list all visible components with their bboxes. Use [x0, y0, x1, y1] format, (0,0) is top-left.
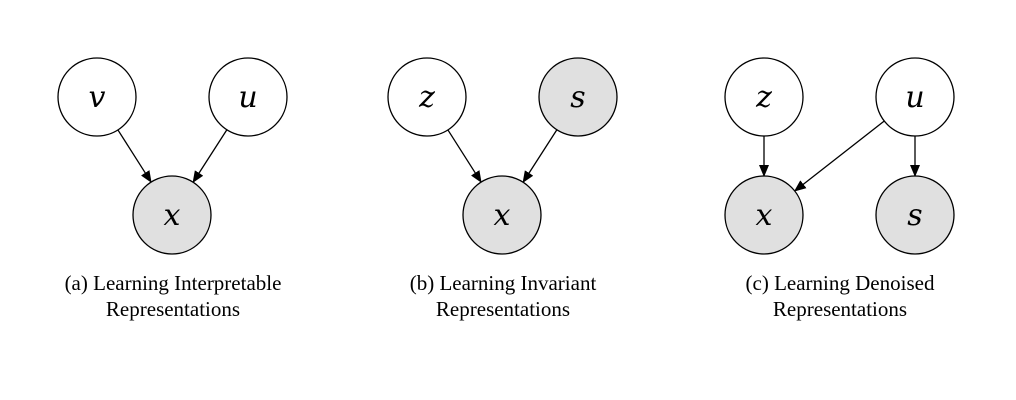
node-label-c-x: x [756, 198, 773, 233]
node-circle-a-u [208, 57, 288, 137]
node-b-x: x [462, 175, 542, 255]
node-label-a-x: x [164, 198, 181, 233]
node-a-v: v [57, 57, 137, 137]
node-b-z: z [387, 57, 467, 137]
node-label-b-s: s [570, 80, 585, 115]
node-circle-c-z [724, 57, 804, 137]
node-c-z: z [724, 57, 804, 137]
caption-panel-c: (c) Learning Denoised Representations [680, 270, 1000, 322]
caption-b-line1: (b) Learning Invariant [409, 271, 597, 295]
edge-b-s-to-b-x [522, 129, 558, 184]
edge-c-u-to-c-x [793, 120, 885, 192]
caption-a-line2: Representations [105, 297, 241, 321]
node-label-a-v: v [89, 80, 106, 115]
node-circle-a-x [132, 175, 212, 255]
node-circle-c-x [724, 175, 804, 255]
node-circle-c-s [875, 175, 955, 255]
node-circle-c-u [875, 57, 955, 137]
edge-b-z-to-b-x [447, 129, 482, 183]
node-c-x: x [724, 175, 804, 255]
node-circle-b-z [387, 57, 467, 137]
caption-panel-b: (b) Learning Invariant Representations [343, 270, 663, 322]
node-circle-b-s [538, 57, 618, 137]
node-label-c-z: z [755, 80, 772, 115]
node-label-a-u: u [238, 80, 257, 115]
caption-c-line2: Representations [772, 297, 908, 321]
caption-a-line1: (a) Learning Interpretable [64, 271, 282, 295]
node-a-x: x [132, 175, 212, 255]
node-circle-a-v [57, 57, 137, 137]
caption-c-line1: (c) Learning Denoised [745, 271, 935, 295]
node-label-b-x: x [494, 198, 511, 233]
node-c-s: s [875, 175, 955, 255]
node-a-u: u [208, 57, 288, 137]
edge-a-v-to-a-x [117, 129, 152, 183]
caption-panel-a: (a) Learning Interpretable Representatio… [13, 270, 333, 322]
node-label-c-s: s [907, 198, 922, 233]
node-label-c-u: u [905, 80, 924, 115]
node-label-b-z: z [418, 80, 435, 115]
caption-b-line2: Representations [435, 297, 571, 321]
node-circle-b-x [462, 175, 542, 255]
node-b-s: s [538, 57, 618, 137]
node-c-u: u [875, 57, 955, 137]
edge-a-u-to-a-x [192, 129, 228, 184]
